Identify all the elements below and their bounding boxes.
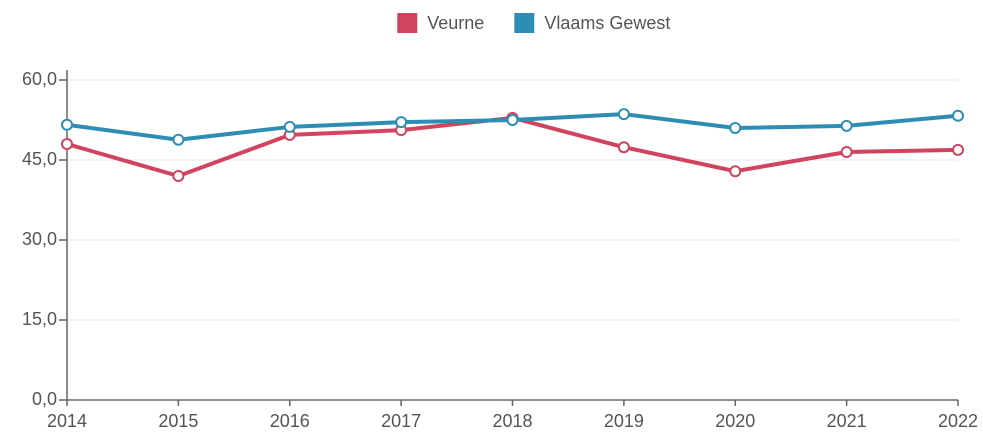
y-tick-label: 45,0 [22,149,57,169]
data-point [61,138,73,150]
data-point [840,146,853,158]
x-tick-label: 2015 [158,411,198,431]
legend-swatch [514,13,535,33]
data-point [395,116,408,129]
data-point [617,141,630,154]
legend-swatch [397,13,418,33]
data-point [729,122,742,134]
data-point [172,170,185,182]
y-tick-label: 60,0 [22,69,57,89]
x-tick-label: 2014 [47,411,87,431]
x-tick-label: 2018 [492,411,532,431]
x-tick-label: 2016 [270,411,310,431]
data-point [729,165,742,178]
data-point [506,114,519,126]
y-tick-label: 0,0 [32,389,57,409]
x-tick-label: 2020 [715,411,755,431]
legend-label: Veurne [427,13,484,33]
y-tick-label: 15,0 [22,309,57,329]
data-point [172,133,185,146]
data-point [61,118,73,131]
data-point [952,143,964,156]
data-point [283,120,296,133]
y-tick-label: 30,0 [22,229,57,249]
x-tick-label: 2019 [604,411,644,431]
legend-label: Vlaams Gewest [544,13,670,33]
data-point [840,119,853,132]
x-tick-label: 2022 [938,411,978,431]
x-tick-label: 2017 [381,411,421,431]
x-tick-label: 2021 [827,411,867,431]
data-point [952,109,964,122]
data-point [617,108,630,121]
